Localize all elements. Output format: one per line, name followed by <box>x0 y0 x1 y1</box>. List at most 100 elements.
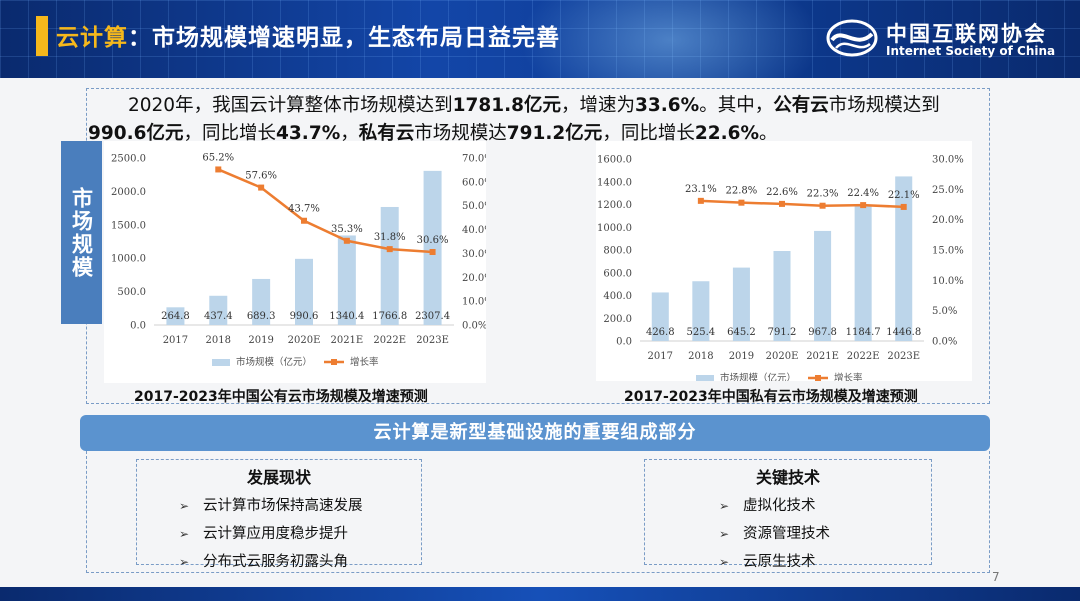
bar <box>252 278 271 325</box>
page-number: 7 <box>992 570 1000 584</box>
bar <box>814 230 832 341</box>
private-cloud-chart: 0.0 200.0 400.0 600.0 800.0 1000.0 1200.0 1400.… <box>597 155 964 385</box>
footer-band <box>0 587 1080 601</box>
x-axis-tick-label: 2023E <box>887 351 920 362</box>
left-axis-tick-label: 500.0 <box>117 287 146 298</box>
list-item: ➢ 资源管理技术 <box>719 520 931 548</box>
public-cloud-chart-card: 0.0 500.0 1000.0 1500.0 2000.0 2500.0 0.0% 10.0… <box>104 141 494 383</box>
bar-value-label: 426.8 <box>646 327 675 338</box>
growth-rate-label: 22.6% <box>766 187 798 198</box>
left-axis-tick-label: 0.0 <box>616 337 632 348</box>
growth-rate-point <box>343 237 350 244</box>
growth-rate-point <box>779 200 785 207</box>
left-axis-tick-label: 0.0 <box>130 321 146 332</box>
list-item: ➢ 云计算市场保持高速发展 <box>179 492 421 520</box>
logo-chinese: 中国互联网协会 <box>886 22 1047 46</box>
bar <box>166 307 185 325</box>
infrastructure-band: 云计算是新型基础设施的重要组成部分 <box>80 415 990 451</box>
x-axis-tick-label: 2017 <box>648 351 673 362</box>
private-cloud-chart-card: 0.0 200.0 400.0 600.0 800.0 1000.0 1200.0 1400.… <box>596 141 972 385</box>
left-axis-tick-label: 2000.0 <box>111 187 146 198</box>
right-axis-tick-label: 25.0% <box>932 185 964 196</box>
status-panel: 发展现状 ➢ 云计算市场保持高速发展 ➢ 云计算应用度稳步提升 ➢ 分布式云服务初露头… <box>136 459 422 570</box>
x-axis-tick-label: 2021E <box>330 335 363 346</box>
arrow-icon: ➢ <box>179 499 190 513</box>
logo-english: Internet Society of China <box>886 44 1056 58</box>
left-axis-tick-label: 600.0 <box>603 268 632 279</box>
growth-rate-label: 35.3% <box>331 224 363 235</box>
x-axis-tick-label: 2020E <box>766 351 799 362</box>
bar-value-label: 2307.4 <box>415 311 450 322</box>
bar-value-label: 437.4 <box>204 311 233 322</box>
bar <box>295 258 313 325</box>
key-tech-panel: 关键技术 ➢ 虚拟化技术 ➢ 资源管理技术 ➢ 云原生技术 <box>644 459 932 570</box>
bar-value-label: 1766.8 <box>372 311 407 322</box>
bar <box>732 267 750 341</box>
left-axis-tick-label: 400.0 <box>603 291 632 302</box>
bar <box>209 295 228 325</box>
growth-rate-label: 22.1% <box>888 190 920 201</box>
bar <box>423 170 442 325</box>
bottom-box <box>86 451 990 573</box>
title-accent-bar <box>36 16 48 56</box>
right-axis-tick-label: 0.0% <box>932 337 957 348</box>
left-axis-tick-label: 1200.0 <box>597 200 632 211</box>
legend-bar-swatch <box>696 375 714 382</box>
bar-value-label: 264.8 <box>161 311 190 322</box>
bar-value-label: 1184.7 <box>846 327 881 338</box>
right-axis-tick-label: 30.0% <box>462 249 486 260</box>
intro-paragraph: 2020年，我国云计算整体市场规模达到1781.8亿元，增速为33.6%。其中，… <box>88 95 940 144</box>
right-axis-tick-label: 10.0% <box>932 276 964 287</box>
bar <box>854 206 872 341</box>
growth-rate-label: 23.1% <box>685 184 717 195</box>
right-axis-tick-label: 50.0% <box>462 201 486 212</box>
bar-value-label: 525.4 <box>687 327 716 338</box>
left-axis-tick-label: 1500.0 <box>111 220 146 231</box>
bar-value-label: 791.2 <box>768 327 797 338</box>
status-panel-title: 发展现状 <box>246 468 311 487</box>
growth-rate-point <box>860 202 867 209</box>
bar-value-label: 1340.4 <box>329 311 364 322</box>
growth-rate-point <box>258 184 265 191</box>
legend-bar-label: 市场规模（亿元） <box>236 356 312 368</box>
growth-rate-label: 31.8% <box>374 232 406 243</box>
growth-rate-label: 43.7% <box>288 204 320 215</box>
private-cloud-chart-caption: 2017-2023年中国私有云市场规模及增速预测 <box>624 389 918 405</box>
growth-rate-point <box>386 246 393 253</box>
arrow-icon: ➢ <box>719 499 730 513</box>
left-axis-tick-label: 1000.0 <box>597 223 632 234</box>
left-axis-tick-label: 1600.0 <box>597 155 632 166</box>
growth-rate-label: 30.6% <box>417 235 449 246</box>
bar <box>773 251 791 341</box>
x-axis-tick-label: 2018 <box>206 335 231 346</box>
x-axis-tick-label: 2017 <box>163 335 188 346</box>
key-tech-panel-title: 关键技术 <box>755 468 820 487</box>
growth-rate-line <box>700 199 904 209</box>
left-axis-tick-label: 1000.0 <box>111 254 146 265</box>
growth-rate-point <box>819 202 826 209</box>
arrow-icon: ➢ <box>719 527 730 541</box>
legend-line-marker <box>331 359 337 365</box>
legend-line-marker <box>815 375 821 381</box>
x-axis-tick-label: 2023E <box>416 335 449 346</box>
growth-rate-point <box>301 217 307 224</box>
legend-bar-swatch <box>212 359 230 366</box>
right-axis-tick-label: 30.0% <box>932 155 964 166</box>
legend-line-label: 增长率 <box>834 372 863 381</box>
right-axis-tick-label: 60.0% <box>462 177 486 188</box>
growth-rate-point <box>900 203 907 210</box>
x-axis-tick-label: 2022E <box>847 351 880 362</box>
market-size-tag: 市场规模 <box>61 141 102 324</box>
bar-value-label: 689.3 <box>247 311 276 322</box>
left-axis-tick-label: 800.0 <box>603 246 632 257</box>
x-axis-tick-label: 2020E <box>288 335 321 346</box>
growth-rate-point <box>215 166 222 173</box>
arrow-icon: ➢ <box>179 527 190 541</box>
x-axis-tick-label: 2018 <box>688 351 713 362</box>
bar-value-label: 1446.8 <box>886 327 921 338</box>
list-item: ➢ 云原生技术 <box>719 548 931 576</box>
right-axis-tick-label: 20.0% <box>462 273 486 284</box>
list-item: ➢ 虚拟化技术 <box>719 492 931 520</box>
right-axis-tick-label: 10.0% <box>462 297 486 308</box>
bar <box>651 292 669 341</box>
